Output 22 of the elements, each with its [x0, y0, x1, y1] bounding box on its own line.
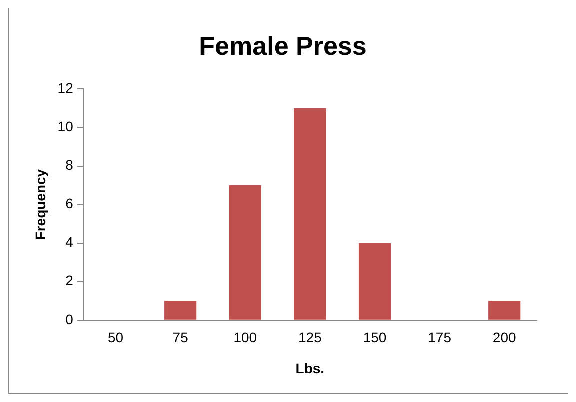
y-tick-label: 4 [66, 234, 74, 250]
y-tick-label: 12 [58, 80, 74, 96]
bar [229, 186, 262, 320]
y-axis-title: Frequency [32, 169, 48, 240]
x-tick-label: 50 [108, 330, 124, 346]
y-tick-label: 0 [66, 311, 74, 328]
bar [164, 301, 197, 320]
chart-title: Female Press [199, 30, 367, 61]
x-tick-label: 175 [428, 330, 452, 346]
y-tick-label: 10 [58, 118, 74, 135]
x-axis-title: Lbs. [296, 360, 325, 376]
bar [358, 243, 392, 320]
x-tick-label: 75 [172, 330, 189, 346]
x-tick-label: 150 [363, 330, 387, 346]
x-tick-label: 125 [298, 330, 322, 346]
y-tick-label: 2 [66, 272, 74, 289]
bar [294, 108, 326, 320]
x-tick-label: 100 [234, 330, 258, 346]
y-tick-label: 8 [66, 157, 74, 174]
y-tick-label: 6 [66, 196, 74, 212]
bar [488, 301, 521, 320]
x-tick-label: 200 [492, 330, 516, 346]
